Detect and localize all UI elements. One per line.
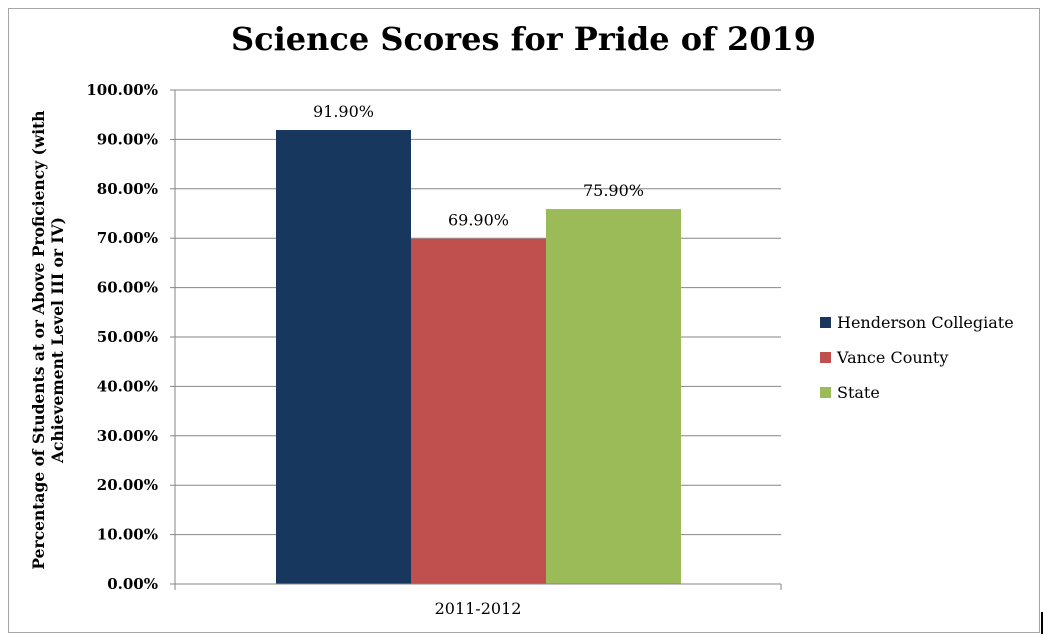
bars <box>276 130 681 585</box>
legend-label: Vance County <box>837 348 949 367</box>
y-tick-label: 50.00% <box>97 328 158 346</box>
legend-label: Henderson Collegiate <box>837 313 1014 332</box>
y-tick-label: 70.00% <box>97 229 158 247</box>
x-category-label: 2011-2012 <box>435 599 522 618</box>
labels: 0.00% 10.00% 20.00% 30.00% 40.00% 50.00% 60.00… <box>86 81 644 618</box>
y-tick-label: 10.00% <box>97 526 158 544</box>
y-tick-label: 30.00% <box>97 427 158 445</box>
bar-vance-county <box>411 238 546 584</box>
y-tick-label: 20.00% <box>97 476 158 494</box>
legend-item-state: State <box>820 375 1014 410</box>
y-tick-label: 60.00% <box>97 279 158 297</box>
y-tick-label: 40.00% <box>97 377 158 395</box>
axes <box>170 89 782 590</box>
data-label: 69.90% <box>448 211 509 230</box>
legend-label: State <box>837 383 880 402</box>
legend-item-vance: Vance County <box>820 340 1014 375</box>
y-tick-label: 100.00% <box>86 81 158 99</box>
bar-state <box>546 209 681 584</box>
y-tick-label: 90.00% <box>97 130 158 148</box>
data-label: 75.90% <box>583 181 644 200</box>
y-tick-label: 80.00% <box>97 180 158 198</box>
chart-title: Science Scores for Pride of 2019 <box>230 20 817 58</box>
bar-henderson-collegiate <box>276 130 411 585</box>
legend-swatch <box>820 352 831 363</box>
legend-swatch <box>820 317 831 328</box>
data-label: 91.90% <box>313 102 374 121</box>
y-tick-label: 0.00% <box>107 575 158 593</box>
text-cursor <box>1041 612 1043 634</box>
legend-swatch <box>820 387 831 398</box>
legend-item-henderson: Henderson Collegiate <box>820 305 1014 340</box>
legend: Henderson Collegiate Vance County State <box>820 305 1014 410</box>
